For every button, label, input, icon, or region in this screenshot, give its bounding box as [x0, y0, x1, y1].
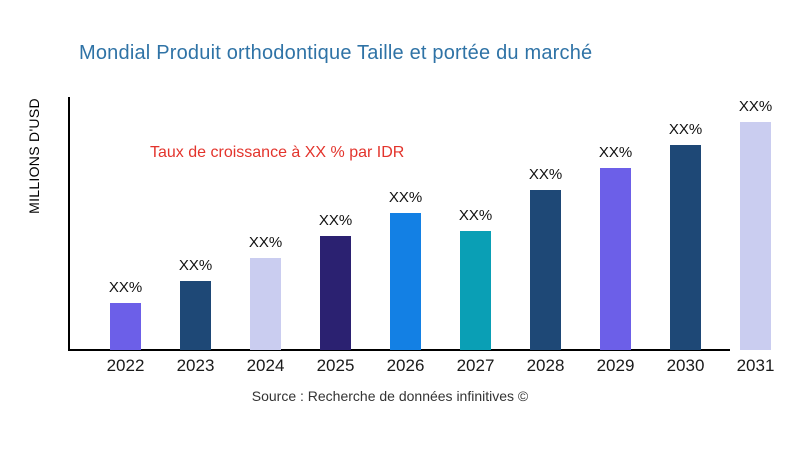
- bar-2024: [250, 258, 281, 350]
- bar-2025: [320, 236, 351, 350]
- x-axis-tick-2027: 2027: [456, 356, 495, 375]
- bar-value-label-2028: XX%: [528, 166, 563, 183]
- y-axis-line: [68, 97, 70, 350]
- bar-2029: [600, 168, 631, 350]
- y-axis-label: MILLIONS D'USD: [26, 98, 42, 214]
- bar-2022: [110, 303, 141, 350]
- bar-value-label-2024: XX%: [248, 234, 283, 251]
- chart-title: Mondial Produit orthodontique Taille et …: [79, 42, 593, 64]
- bar-value-label-2022: XX%: [108, 279, 143, 296]
- x-axis-line: [68, 349, 730, 351]
- bar-value-label-2025: XX%: [318, 212, 353, 229]
- bar-2027: [460, 231, 491, 350]
- bar-2026: [390, 213, 421, 350]
- x-axis-tick-2023: 2023: [176, 356, 215, 375]
- source-caption: Source : Recherche de données infinitive…: [251, 388, 529, 404]
- bar-value-label-2026: XX%: [388, 189, 423, 206]
- x-axis-tick-2022: 2022: [106, 356, 145, 375]
- bar-value-label-2023: XX%: [178, 257, 213, 274]
- x-axis-tick-2026: 2026: [386, 356, 425, 375]
- bar-value-label-2029: XX%: [598, 144, 633, 161]
- x-axis-tick-2030: 2030: [666, 356, 705, 375]
- growth-rate-annotation: Taux de croissance à XX % par IDR: [150, 144, 405, 161]
- bar-value-label-2031: XX%: [738, 98, 773, 115]
- x-axis-tick-2024: 2024: [246, 356, 285, 375]
- bar-2023: [180, 281, 211, 350]
- x-axis-tick-2028: 2028: [526, 356, 565, 375]
- bar-2030: [670, 145, 701, 350]
- bar-2028: [530, 190, 561, 350]
- x-axis-tick-2031: 2031: [736, 356, 775, 375]
- x-axis-tick-2025: 2025: [316, 356, 355, 375]
- bar-2031: [740, 122, 771, 350]
- bar-value-label-2027: XX%: [458, 207, 493, 224]
- x-axis-tick-2029: 2029: [596, 356, 635, 375]
- bar-value-label-2030: XX%: [668, 121, 703, 138]
